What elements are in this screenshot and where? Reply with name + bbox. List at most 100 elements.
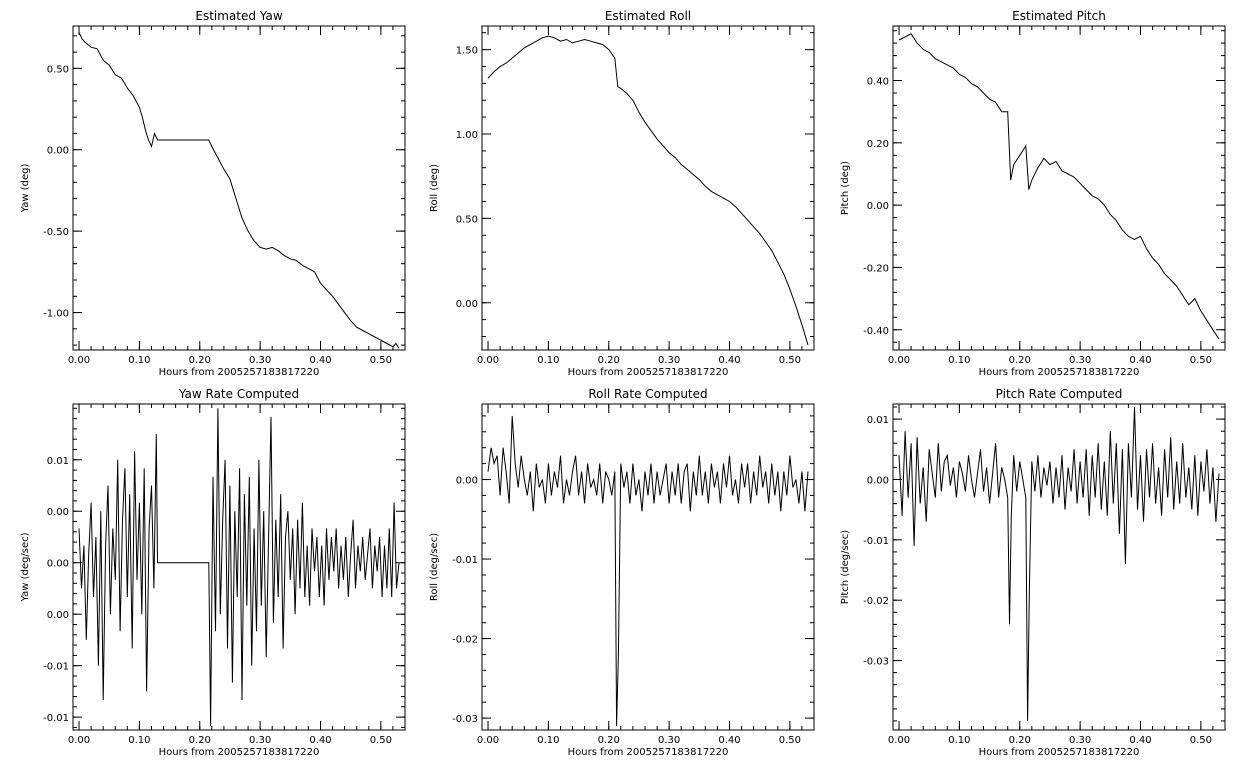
y-tick-label: -0.01 bbox=[43, 662, 69, 673]
y-tick-label: 0.00 bbox=[47, 610, 69, 621]
x-tick-label: 0.30 bbox=[658, 735, 680, 746]
series-line-1 bbox=[898, 33, 1220, 340]
x-axis-label: Hours from 2005257183817220 bbox=[159, 747, 320, 758]
x-tick-label: 0.50 bbox=[370, 355, 392, 366]
x-tick-label: 0.40 bbox=[309, 355, 331, 366]
x-axis-label: Hours from 2005257183817220 bbox=[568, 747, 729, 758]
y-tick-label: 0.00 bbox=[867, 201, 889, 212]
x-tick-label: 0.40 bbox=[309, 735, 331, 746]
chart-panel-3: Estimated Pitch 0.00 0.10 0.20 0.30 0.40 0.50 0… bbox=[840, 9, 1226, 378]
y-axis-label: Roll (deg/sec) bbox=[429, 533, 440, 601]
x-axis-label: Hours from 2005257183817220 bbox=[979, 367, 1140, 378]
x-tick-label: 0.10 bbox=[948, 735, 970, 746]
y-tick-label: 0.00 bbox=[47, 507, 69, 518]
y-tick-label: 0.00 bbox=[456, 476, 478, 487]
x-tick-label: 0.00 bbox=[888, 355, 910, 366]
x-tick-label: 0.50 bbox=[779, 355, 801, 366]
y-tick-label: 0.20 bbox=[867, 139, 889, 150]
x-tick-label: 0.50 bbox=[1190, 735, 1212, 746]
x-tick-label: 0.00 bbox=[68, 355, 90, 366]
y-tick-label: -0.03 bbox=[452, 714, 478, 725]
x-tick-label: 0.10 bbox=[537, 355, 559, 366]
y-tick-label: 1.00 bbox=[456, 130, 478, 141]
x-tick-label: 0.20 bbox=[598, 735, 620, 746]
y-tick-label: 0.00 bbox=[456, 299, 478, 310]
y-axis-label: Yaw (deg) bbox=[20, 163, 31, 213]
x-tick-label: 0.20 bbox=[1009, 355, 1031, 366]
x-tick-label: 0.50 bbox=[779, 735, 801, 746]
plot-frame bbox=[72, 403, 406, 731]
series-line-1 bbox=[78, 408, 400, 726]
chart-title: Yaw Rate Computed bbox=[178, 387, 299, 401]
x-tick-label: 0.30 bbox=[249, 735, 271, 746]
x-tick-label: 0.20 bbox=[189, 735, 211, 746]
y-tick-label: 0.01 bbox=[867, 415, 889, 426]
y-tick-label: 0.40 bbox=[867, 77, 889, 88]
y-axis-label: Pitch (deg) bbox=[840, 161, 851, 215]
x-tick-label: 0.10 bbox=[128, 355, 150, 366]
x-tick-label: 0.50 bbox=[370, 735, 392, 746]
x-tick-label: 0.20 bbox=[1009, 735, 1031, 746]
y-axis-label: Yaw (deg/sec) bbox=[20, 532, 31, 602]
x-tick-label: 0.40 bbox=[1129, 355, 1151, 366]
x-axis-label: Hours from 2005257183817220 bbox=[159, 367, 320, 378]
chart-panel-1: Estimated Yaw 0.00 0.10 0.20 0.30 0.40 0.50 0.5… bbox=[20, 9, 406, 378]
series-line-1 bbox=[487, 35, 809, 346]
y-tick-label: 1.50 bbox=[456, 46, 478, 57]
chart-panel-5: Roll Rate Computed 0.00 0.10 0.20 0.30 0.40 0.… bbox=[429, 387, 815, 758]
x-tick-label: 0.30 bbox=[1069, 355, 1091, 366]
plot-frame bbox=[72, 25, 406, 351]
y-tick-label: 0.00 bbox=[47, 559, 69, 570]
series-line-1 bbox=[487, 415, 809, 727]
y-tick-label: -0.01 bbox=[863, 536, 889, 547]
chart-title: Estimated Pitch bbox=[1012, 9, 1106, 23]
chart-panel-2: Estimated Roll 0.00 0.10 0.20 0.30 0.40 0.50 1.… bbox=[429, 9, 815, 378]
x-axis-label: Hours from 2005257183817220 bbox=[979, 747, 1140, 758]
chart-title: Roll Rate Computed bbox=[588, 387, 707, 401]
y-tick-label: 0.50 bbox=[47, 64, 69, 75]
y-tick-label: -0.50 bbox=[43, 227, 69, 238]
x-tick-label: 0.30 bbox=[249, 355, 271, 366]
y-tick-label: -0.02 bbox=[452, 635, 478, 646]
y-tick-label: 0.01 bbox=[47, 456, 69, 467]
y-axis-label: Pitch (deg/sec) bbox=[840, 530, 851, 605]
x-tick-label: 0.50 bbox=[1190, 355, 1212, 366]
y-tick-label: -0.02 bbox=[863, 596, 889, 607]
series-line-1 bbox=[78, 32, 400, 349]
y-tick-label: -0.01 bbox=[43, 713, 69, 724]
plot-frame bbox=[481, 25, 815, 351]
x-tick-label: 0.00 bbox=[68, 735, 90, 746]
y-tick-label: -1.00 bbox=[43, 309, 69, 320]
y-tick-label: 0.00 bbox=[867, 475, 889, 486]
plot-frame bbox=[481, 403, 815, 731]
chart-title: Estimated Yaw bbox=[195, 9, 282, 23]
x-tick-label: 0.00 bbox=[477, 355, 499, 366]
x-tick-label: 0.20 bbox=[189, 355, 211, 366]
x-tick-label: 0.20 bbox=[598, 355, 620, 366]
y-tick-label: -0.20 bbox=[863, 263, 889, 274]
x-tick-label: 0.40 bbox=[718, 355, 740, 366]
chart-panel-4: Yaw Rate Computed 0.00 0.10 0.20 0.30 0.40 0.5… bbox=[20, 387, 406, 758]
y-tick-label: -0.40 bbox=[863, 326, 889, 337]
chart-panel-6: Pitch Rate Computed 0.00 0.10 0.20 0.30 0.40 0… bbox=[840, 387, 1226, 758]
x-tick-label: 0.10 bbox=[537, 735, 559, 746]
x-tick-label: 0.00 bbox=[888, 735, 910, 746]
x-tick-label: 0.40 bbox=[718, 735, 740, 746]
y-axis-label: Roll (deg) bbox=[429, 164, 440, 212]
chart-title: Estimated Roll bbox=[605, 9, 691, 23]
plot-frame bbox=[892, 25, 1226, 351]
series-line-1 bbox=[898, 406, 1220, 721]
plot-frame bbox=[892, 403, 1226, 731]
y-tick-label: -0.01 bbox=[452, 555, 478, 566]
x-tick-label: 0.00 bbox=[477, 735, 499, 746]
x-axis-label: Hours from 2005257183817220 bbox=[568, 367, 729, 378]
y-tick-label: 0.50 bbox=[456, 214, 478, 225]
chart-title: Pitch Rate Computed bbox=[996, 387, 1123, 401]
x-tick-label: 0.10 bbox=[128, 735, 150, 746]
x-tick-label: 0.10 bbox=[948, 355, 970, 366]
x-tick-label: 0.30 bbox=[1069, 735, 1091, 746]
y-tick-label: 0.00 bbox=[47, 146, 69, 157]
x-tick-label: 0.30 bbox=[658, 355, 680, 366]
y-tick-label: -0.03 bbox=[863, 657, 889, 668]
